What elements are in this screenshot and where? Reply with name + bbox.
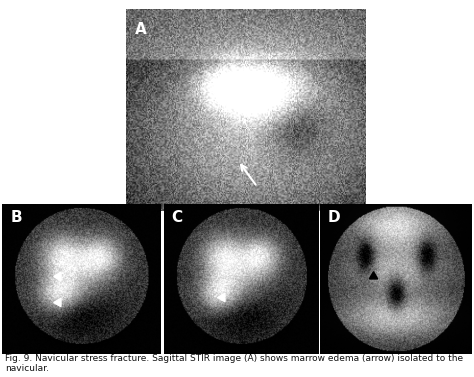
Text: Fig. 9. Navicular stress fracture. Sagittal STIR image (A) shows marrow edema (a: Fig. 9. Navicular stress fracture. Sagit… <box>5 354 463 373</box>
Text: B: B <box>10 210 22 225</box>
Text: D: D <box>328 210 340 225</box>
Text: A: A <box>135 21 147 37</box>
Text: C: C <box>171 210 182 225</box>
